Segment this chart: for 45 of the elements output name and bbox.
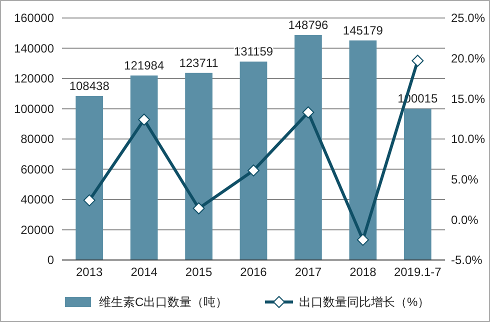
point — [356, 234, 369, 246]
y2-tick-label: 25.0% — [451, 11, 486, 26]
y2-tick-label: 20.0% — [451, 52, 486, 66]
data-label: 108438 — [69, 78, 110, 93]
data-label: 148796 — [288, 18, 329, 32]
y-tick-label: 160000 — [14, 11, 54, 26]
point — [138, 114, 150, 126]
point — [192, 202, 205, 214]
bar — [404, 108, 432, 260]
x-tick-label: 2016 — [240, 265, 268, 279]
y2-tick-label: 10.0% — [451, 132, 486, 146]
y-tick-label: 100000 — [14, 102, 54, 116]
y2-tick-label: -5.0% — [451, 253, 483, 268]
point — [83, 194, 96, 206]
y-tick-label: 0 — [47, 253, 54, 268]
x-tick-label: 2017 — [294, 265, 322, 279]
bar — [76, 96, 104, 260]
y2-tick-label: 0.0% — [451, 212, 479, 227]
y-tick-label: 120000 — [14, 72, 54, 86]
data-label: 123711 — [179, 56, 219, 70]
legend-label: 维生素C出口数量（吨） — [99, 295, 228, 310]
bar — [294, 34, 322, 260]
bar — [130, 76, 158, 260]
x-tick-label: 2019.1-7 — [394, 265, 442, 279]
y-tick-label: 20000 — [20, 222, 54, 237]
x-tick-label: 2015 — [185, 265, 212, 279]
bar — [240, 62, 268, 260]
data-label: 131159 — [234, 44, 274, 59]
x-tick-label: 2013 — [76, 265, 104, 279]
y-tick-label: 40000 — [20, 192, 54, 207]
y-tick-label: 60000 — [20, 162, 54, 176]
data-label: 145179 — [342, 23, 384, 38]
point — [302, 106, 314, 118]
y-tick-label: 140000 — [14, 41, 54, 56]
x-tick-label: 2018 — [350, 265, 377, 279]
y2-tick-label: 15.0% — [451, 92, 486, 106]
bar — [185, 72, 212, 260]
point — [412, 54, 424, 67]
x-tick-label: 2014 — [130, 265, 158, 279]
bar — [349, 40, 377, 260]
legend-label: 出口数量同比增长（%） — [299, 295, 430, 310]
y-tick-label: 80000 — [20, 132, 54, 146]
point — [248, 164, 260, 176]
y2-tick-label: 5.0% — [451, 172, 479, 187]
data-label: 121984 — [124, 58, 164, 72]
